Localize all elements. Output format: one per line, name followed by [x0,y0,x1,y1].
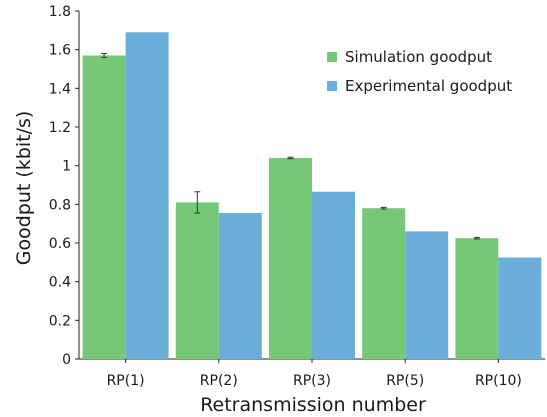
y-tick-label: 1.8 [49,4,71,20]
bar-0-2 [269,157,312,359]
legend-label-1: Experimental goodput [345,77,512,95]
legend-swatch-0 [327,52,337,62]
legend-label-0: Simulation goodput [345,48,492,66]
y-tick-label: 0 [62,352,71,368]
x-tick-label: RP(2) [200,373,238,389]
x-tick-label: RP(10) [475,373,522,389]
bar-1-3 [405,231,449,359]
y-tick-label: 1 [62,159,71,175]
legend: Simulation goodput Experimental goodput [327,48,512,95]
bar-1-2 [312,191,355,359]
y-tick-label: 0.4 [49,275,71,291]
x-tick-label: RP(1) [107,373,145,389]
x-axis-title: Retransmission number [200,394,426,416]
y-axis-title: Goodput (kbit/s) [13,111,35,266]
plot-area: 0 0.2 0.4 0.6 0.8 1 1.2 1.4 1.6 1.8 RP(1) RP(2) RP(3… [49,4,545,389]
x-tick-label: RP(3) [293,373,331,389]
bar-0-0 [82,55,126,359]
bar-0-3 [362,208,406,359]
bar-1-0 [125,32,169,360]
bar-1-4 [498,257,542,359]
y-tick-label: 1.2 [49,120,71,136]
x-tick-label: RP(5) [386,373,424,389]
bar-0-1 [175,202,219,359]
y-tick-label: 0.6 [49,236,71,252]
bar-1-1 [218,213,262,359]
y-tick-label: 0.8 [49,197,71,213]
legend-swatch-1 [327,81,337,91]
y-tick-label: 1.4 [49,81,71,97]
y-tick-label: 0.2 [49,313,71,329]
y-tick-label: 1.6 [49,43,71,59]
bar-0-4 [455,238,499,359]
